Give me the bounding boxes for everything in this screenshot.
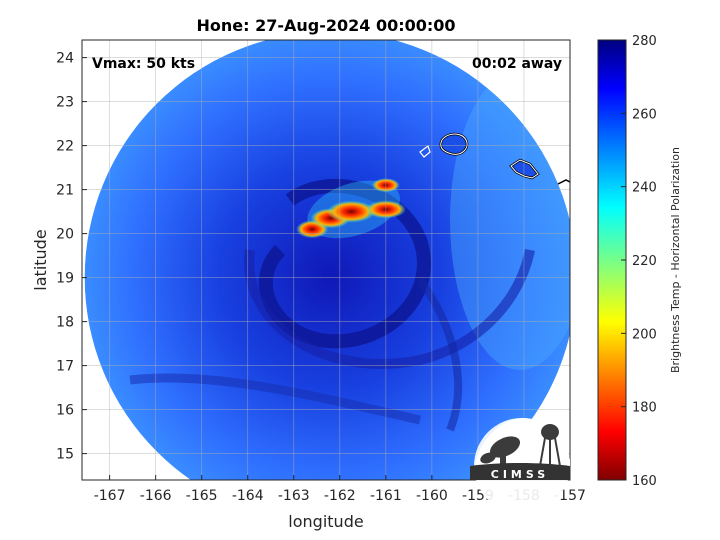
colorbar: 160 180 200 220 240 260 280 Brightness Temp - … [597,34,682,489]
colorbar-tick-label: 200 [632,327,657,342]
x-tick-label: -164 [232,488,264,504]
y-axis-label: latitude [31,229,50,290]
island-kauai-outline [440,133,468,155]
y-tick-label: 21 [56,183,74,199]
axes-box [81,39,571,481]
x-tick-label: -166 [140,488,172,504]
y-tick-label: 24 [56,51,74,67]
y-tick-label: 23 [56,95,74,111]
colorbar-tick-label: 180 [632,401,657,416]
colorbar-tick-label: 260 [632,107,657,122]
warm-core-3 [327,200,376,223]
colorbar-tick-label: 220 [632,254,657,269]
colorbar-ticks: 160 180 200 220 240 260 280 [621,34,657,489]
colorbar-tick-label: 160 [632,474,657,489]
island-niihau [419,145,431,158]
spiral-band-4 [416,277,462,432]
x-tick-label: -161 [370,488,402,504]
vmax-annotation: Vmax: 50 kts [92,56,195,72]
y-tick-label: 15 [56,447,74,463]
colorbar-label: Brightness Temp - Horizontal Polarizatio… [669,147,682,373]
logo-text: CIMSS [491,468,549,481]
island-oahu-outline [510,159,539,179]
x-tick-label: -162 [324,488,356,504]
x-tick-label: -167 [94,488,126,504]
spiral-band-2 [244,248,535,369]
x-tick-label: -160 [416,488,448,504]
colorbar-tick-label: 240 [632,181,657,196]
x-tick-label: -165 [186,488,218,504]
colorbar-tick-label: 280 [632,34,657,49]
chart-title: Hone: 27-Aug-2024 00:00:00 [196,16,455,35]
spiral-band-1 [258,179,431,349]
y-axis: 15 16 17 18 19 20 21 22 23 24 [56,51,87,463]
island-molokai [557,179,570,185]
x-axis-label: longitude [288,512,363,531]
y-tick-label: 22 [56,139,74,155]
y-tick-label: 20 [56,227,74,243]
time-away-annotation: 00:02 away [472,56,562,72]
x-tick-label: -163 [278,488,310,504]
y-tick-label: 18 [56,315,74,331]
y-tick-label: 16 [56,403,74,419]
spiral-band-3 [129,373,421,425]
y-tick-label: 17 [56,359,74,375]
y-tick-label: 19 [56,271,74,287]
cimss-logo: CIMSS [470,418,570,514]
